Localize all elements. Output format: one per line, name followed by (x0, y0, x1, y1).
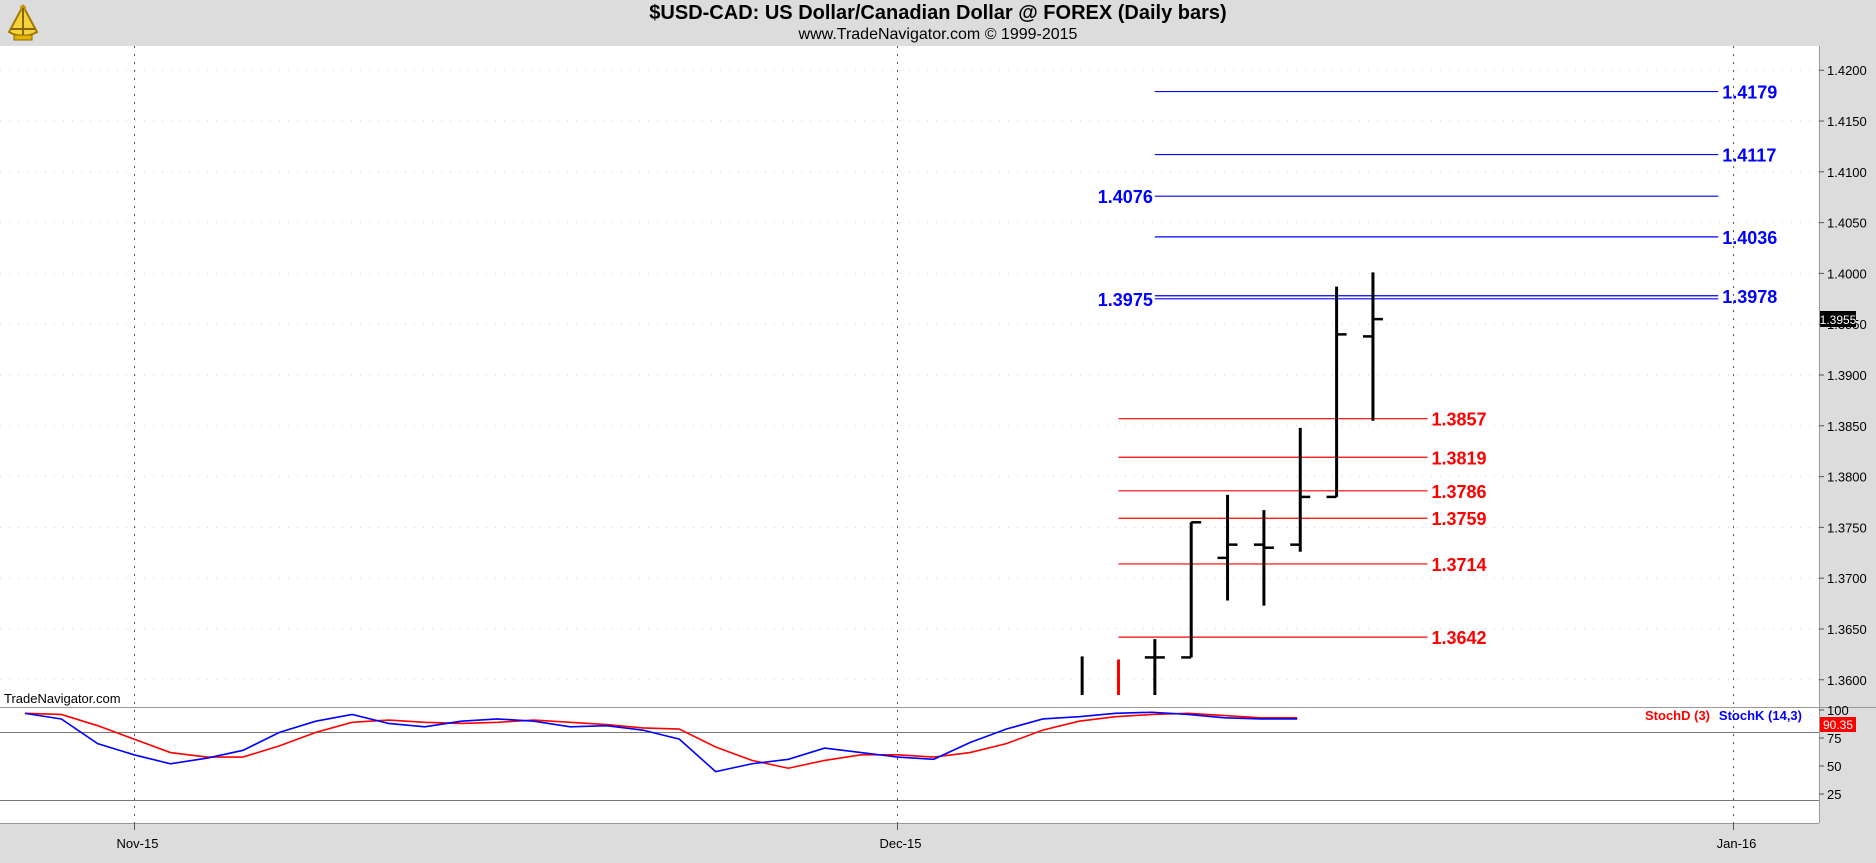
price-tick-label: 1.4050 (1827, 216, 1867, 231)
last-price-badge: 1.3955 (1820, 311, 1857, 327)
price-tick-label: 1.4000 (1827, 266, 1867, 281)
price-tick-label: 1.3800 (1827, 470, 1867, 485)
stochastic-tick-label: 75 (1827, 731, 1841, 746)
price-tick-label: 1.3700 (1827, 571, 1867, 586)
last-price-value: 1.3955 (1820, 313, 1857, 327)
ohlc-bars (1080, 272, 1383, 695)
price-level-label: 1.4076 (1098, 187, 1153, 207)
stochastic-axis-ticks: 25 50 75 100 (0, 703, 1849, 802)
price-level-label: 1.3786 (1431, 482, 1486, 502)
stochastic-series-line (24, 711, 1298, 773)
watermark: TradeNavigator.com (4, 691, 121, 706)
price-tick-label: 1.3650 (1827, 622, 1867, 637)
stochastic-tick-label: 100 (1827, 703, 1849, 718)
price-tick-label: 1.4100 (1827, 165, 1867, 180)
price-level-label: 1.3714 (1431, 555, 1486, 575)
price-tick-label: 1.3850 (1827, 419, 1867, 434)
price-tick-label: 1.3900 (1827, 368, 1867, 383)
price-level-label: 1.3759 (1431, 509, 1486, 529)
date-tick-label: Nov-15 (117, 836, 159, 851)
stochastic-tick-label: 50 (1827, 759, 1841, 774)
legend-stochk: StochK (14,3) (1719, 708, 1802, 723)
chart-title: $USD-CAD: US Dollar/Canadian Dollar @ FO… (649, 2, 1227, 24)
price-level-label: 1.3642 (1431, 628, 1486, 648)
price-level-label: 1.3978 (1722, 287, 1777, 307)
stochastic-series-line (24, 712, 1298, 770)
sextant-logo-icon (7, 3, 39, 41)
stochastic-legend: StochD (3) StochK (14,3) (1645, 708, 1802, 723)
price-tick-label: 1.3750 (1827, 520, 1867, 535)
legend-stochd: StochD (3) (1645, 708, 1710, 723)
stochastic-lines (24, 711, 1298, 773)
date-tick-label: Jan-16 (1717, 836, 1757, 851)
price-level-label: 1.4179 (1722, 83, 1777, 103)
vertical-gridlines (134, 46, 1734, 823)
stochastic-panel (0, 708, 1819, 823)
price-levels: 1.4179 1.4117 1.4076 1.4036 1.3978 1.3975 1.38… (1098, 83, 1778, 649)
price-panel (0, 46, 1819, 707)
price-level-label: 1.4036 (1722, 228, 1777, 248)
price-axis-ticks: 1.3600 1.3650 1.3700 1.3750 1.3800 1.3850 1.39… (0, 63, 1867, 688)
last-stochastic-badge: 90.35 (1820, 717, 1856, 732)
chart-subtitle: www.TradeNavigator.com © 1999-2015 (798, 26, 1078, 43)
price-tick-label: 1.3600 (1827, 673, 1867, 688)
date-axis-ticks: Nov-15 Dec-15 Jan-16 (117, 823, 1757, 851)
price-level-label: 1.3819 (1431, 448, 1486, 468)
price-level-label: 1.4117 (1722, 146, 1776, 166)
price-level-label: 1.3857 (1431, 410, 1486, 430)
price-level-label: 1.3975 (1098, 290, 1153, 310)
price-tick-label: 1.4200 (1827, 63, 1867, 78)
date-tick-label: Dec-15 (880, 836, 922, 851)
price-tick-label: 1.4150 (1827, 114, 1867, 129)
stochastic-tick-label: 25 (1827, 787, 1841, 802)
last-stochastic-value: 90.35 (1823, 718, 1853, 732)
